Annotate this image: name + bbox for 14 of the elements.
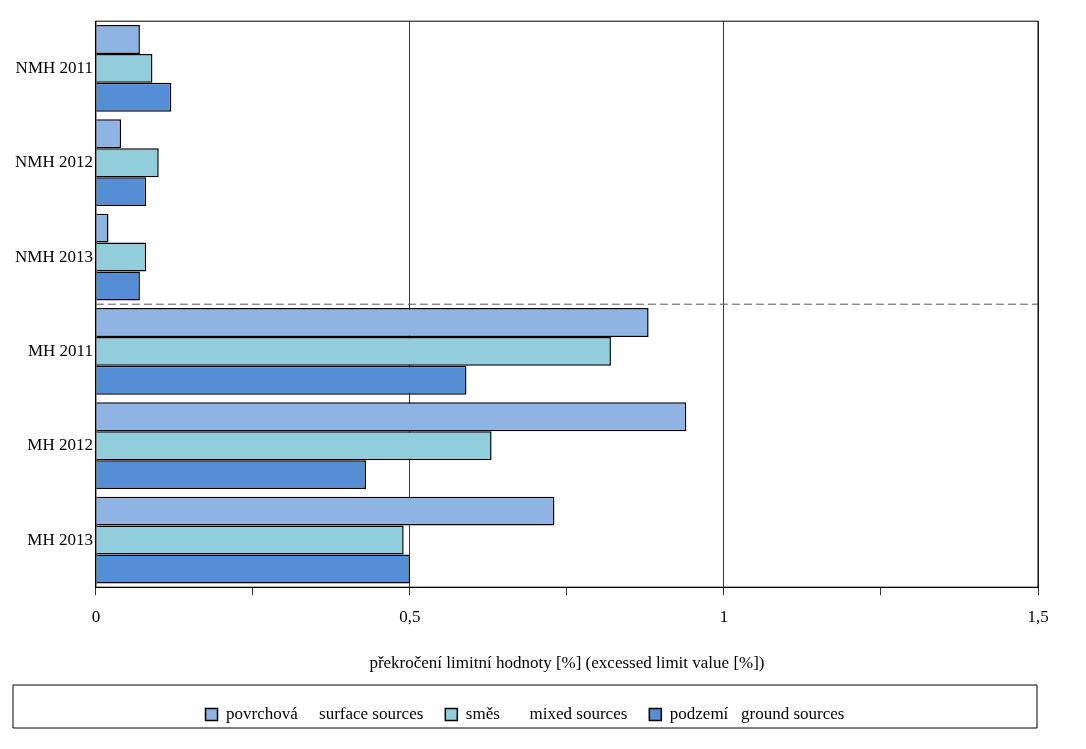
y-tick-label: NMH 2013 — [15, 246, 93, 266]
legend-label: podzemí ground sources — [669, 703, 845, 723]
legend-label: povrchová surface sources — [226, 703, 424, 723]
y-tick-label: NMH 2011 — [15, 57, 93, 77]
x-tick-label: 1,5 — [1027, 606, 1049, 626]
y-tick-label: NMH 2012 — [15, 152, 93, 172]
x-axis-title: překročení limitní hodnoty [%] (excessed limit value [%]) — [369, 653, 765, 673]
x-tick-label: 0 — [91, 606, 101, 626]
legend-label: směs mixed sources — [465, 703, 628, 723]
y-tick-label: MH 2012 — [27, 435, 93, 455]
x-tick-label: 0,5 — [399, 606, 421, 626]
y-tick-label: MH 2013 — [27, 529, 93, 549]
x-tick-label: 1 — [719, 606, 729, 626]
y-tick-label: MH 2011 — [27, 340, 93, 360]
